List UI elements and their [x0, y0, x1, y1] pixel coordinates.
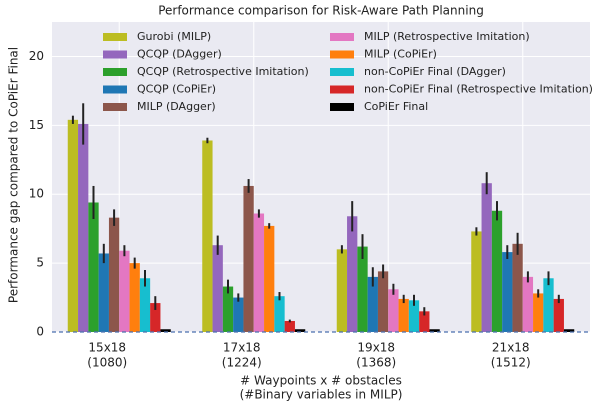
bar — [222, 286, 234, 332]
bar — [563, 329, 575, 332]
bar — [243, 185, 254, 332]
bar — [502, 252, 513, 332]
legend-swatch — [103, 33, 127, 41]
bar — [119, 250, 130, 332]
legend-swatch — [330, 50, 354, 59]
legend-swatch — [330, 85, 354, 94]
bar — [202, 140, 213, 332]
legend-label: QCQP (DAgger) — [137, 48, 222, 61]
legend-label: CoPiEr Final — [364, 100, 428, 113]
legend-swatch — [103, 68, 127, 76]
bar — [129, 263, 140, 332]
legend-swatch — [330, 68, 354, 76]
bar — [388, 289, 399, 332]
bar — [139, 278, 151, 332]
y-tick-label: 15 — [29, 118, 44, 132]
bar — [533, 293, 544, 332]
bar — [150, 303, 161, 332]
bar — [543, 278, 554, 332]
legend-swatch — [103, 85, 127, 94]
bar — [357, 246, 368, 332]
x-tick-label: (1224) — [222, 356, 262, 370]
legend-swatch — [330, 33, 354, 41]
bar — [233, 297, 244, 332]
y-tick-label: 10 — [29, 187, 44, 201]
y-axis-label: Performance gap compared to CoPiEr Final — [7, 47, 21, 303]
bar — [347, 216, 358, 332]
x-axis-label: # Waypoints x # obstacles — [240, 374, 402, 388]
y-tick-label: 0 — [36, 325, 44, 339]
x-tick-label: (1512) — [491, 356, 531, 370]
bar — [78, 123, 89, 332]
bar — [481, 183, 492, 332]
bar — [253, 213, 265, 332]
bar — [294, 329, 306, 332]
y-tick-label: 5 — [36, 256, 44, 270]
bar — [512, 243, 523, 332]
bar — [377, 271, 389, 332]
legend-swatch — [103, 103, 127, 111]
bar — [429, 329, 440, 332]
x-tick-label: 21x18 — [492, 341, 530, 355]
bar — [67, 119, 79, 332]
y-tick-label: 20 — [29, 49, 44, 63]
legend-swatch — [330, 103, 354, 111]
legend-label: Gurobi (MILP) — [137, 30, 211, 43]
legend-swatch — [103, 50, 127, 59]
bar — [367, 276, 378, 332]
x-axis-label: (#Binary variables in MILP) — [240, 388, 403, 402]
legend-label: non-CoPiEr Final (Retrospective Imitatio… — [364, 83, 593, 96]
bar — [98, 253, 109, 332]
legend-label: QCQP (CoPiEr) — [137, 83, 216, 96]
legend-label: QCQP (Retrospective Imitation) — [137, 65, 309, 78]
legend-label: MILP (Retrospective Imitation) — [364, 30, 530, 43]
bar — [88, 202, 99, 332]
x-tick-label: 15x18 — [88, 341, 126, 355]
legend-label: MILP (CoPiEr) — [364, 48, 437, 61]
bar — [491, 210, 503, 332]
x-tick-label: 19x18 — [357, 341, 395, 355]
bar — [408, 300, 420, 332]
legend-label: non-CoPiEr Final (DAgger) — [364, 65, 506, 78]
bar — [108, 217, 120, 332]
bar — [336, 249, 348, 332]
x-tick-label: (1080) — [87, 356, 127, 370]
bar — [264, 225, 275, 332]
bar — [471, 231, 482, 332]
bar — [398, 298, 409, 332]
bar — [284, 320, 295, 332]
chart-title: Performance comparison for Risk-Aware Pa… — [158, 4, 484, 18]
x-tick-label: (1368) — [356, 356, 396, 370]
bar — [212, 245, 223, 332]
legend-label: MILP (DAgger) — [137, 100, 216, 113]
bar — [419, 311, 430, 332]
x-tick-label: 17x18 — [223, 341, 261, 355]
bar — [553, 298, 564, 332]
bar — [160, 329, 171, 332]
bar — [274, 296, 285, 332]
bar — [522, 276, 534, 332]
